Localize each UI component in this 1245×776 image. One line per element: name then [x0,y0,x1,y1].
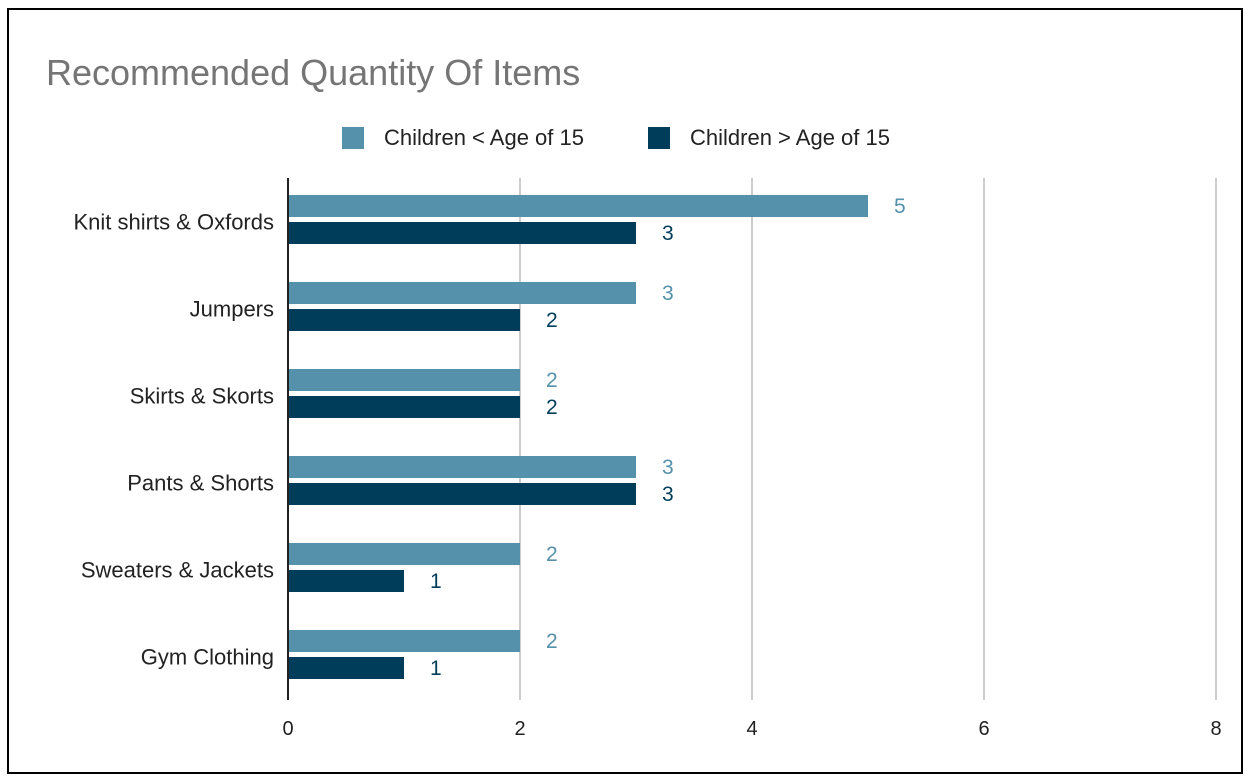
data-label-series-2: 3 [662,222,674,245]
data-label-series-1: 2 [546,543,558,566]
legend-item-series-1: Children < Age of 15 [342,124,584,152]
bar-series-1 [288,630,520,652]
category-label: Knit shirts & Oxfords [73,210,274,235]
bar-series-2 [288,222,636,244]
data-label-series-1: 3 [662,282,674,305]
bar-series-2 [288,483,636,505]
x-tick-label: 0 [282,718,293,740]
data-label-series-1: 5 [894,195,906,218]
legend-swatch-series-1 [342,127,364,149]
chart-title: Recommended Quantity Of Items [46,52,581,93]
x-tick-label: 6 [978,718,989,740]
chart-frame [7,8,1243,774]
category-label: Gym Clothing [141,645,274,670]
bar-series-2 [288,570,404,592]
bar-series-2 [288,657,404,679]
category-label: Skirts & Skorts [130,384,274,409]
x-tick-label: 2 [514,718,525,740]
x-tick-label: 4 [746,718,757,740]
bar-series-1 [288,282,636,304]
category-label: Pants & Shorts [127,471,274,496]
bar-series-1 [288,456,636,478]
data-label-series-2: 2 [546,309,558,332]
legend-swatch-series-2 [648,127,670,149]
chart-legend: Children < Age of 15 Children > Age of 1… [0,124,1245,152]
bar-series-2 [288,396,520,418]
bar-series-2 [288,309,520,331]
data-label-series-2: 1 [430,570,442,593]
legend-label-series-1: Children < Age of 15 [384,125,584,150]
category-label: Jumpers [190,297,274,322]
legend-item-series-2: Children > Age of 15 [648,124,890,152]
data-label-series-1: 3 [662,456,674,479]
category-label: Sweaters & Jackets [81,558,274,583]
data-label-series-1: 2 [546,630,558,653]
legend-label-series-2: Children > Age of 15 [690,125,890,150]
data-label-series-2: 1 [430,657,442,680]
data-label-series-1: 2 [546,369,558,392]
bar-series-1 [288,369,520,391]
data-label-series-2: 3 [662,483,674,506]
x-tick-label: 8 [1210,718,1221,740]
bar-series-1 [288,195,868,217]
bar-series-1 [288,543,520,565]
data-label-series-2: 2 [546,396,558,419]
